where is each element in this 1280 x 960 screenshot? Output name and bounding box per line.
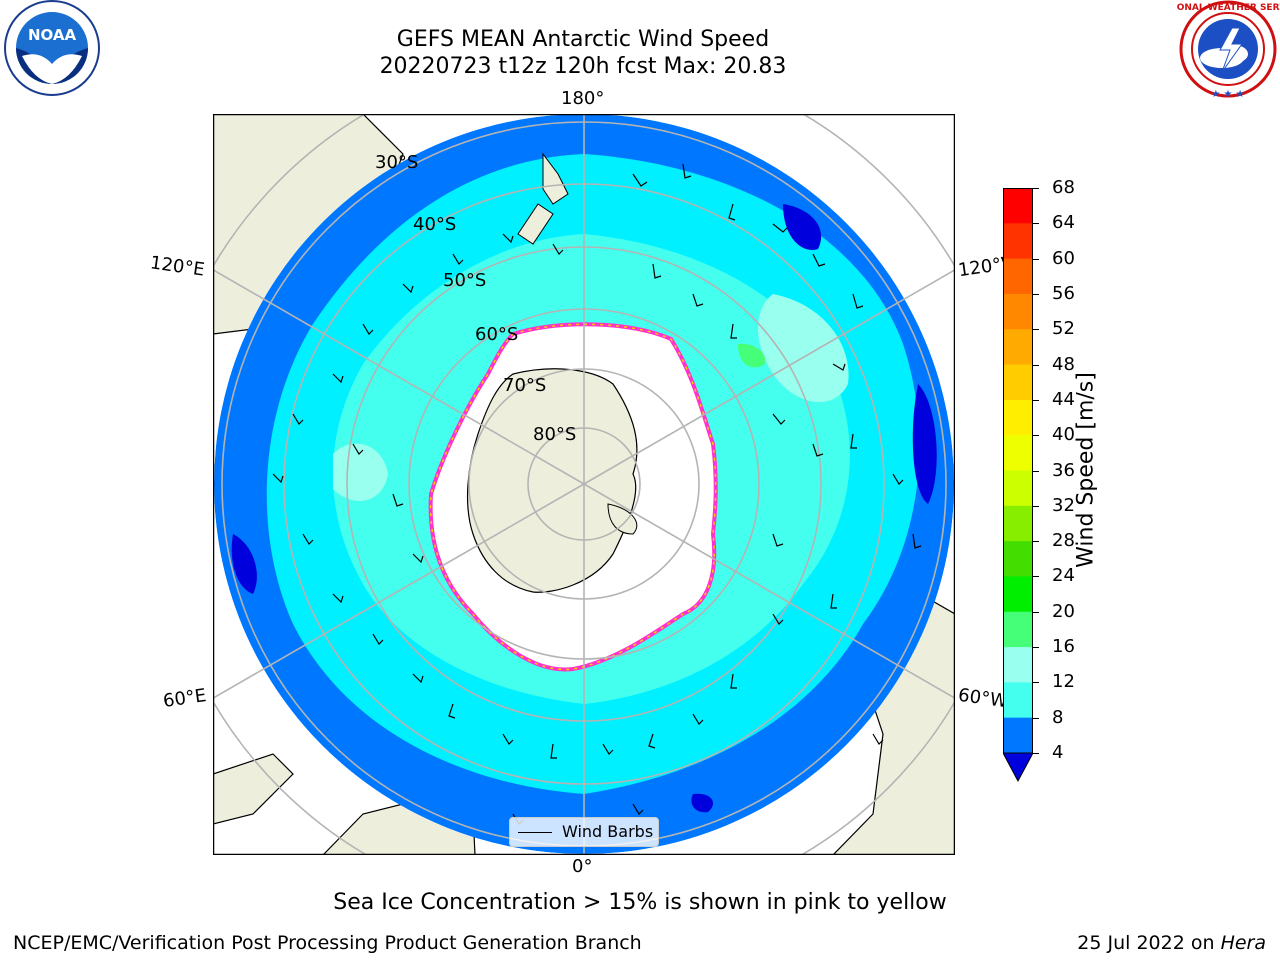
colorbar-band — [1003, 541, 1033, 577]
colorbar-band — [1003, 576, 1033, 613]
map-frame: 30°S 40°S 50°S 60°S 70°S 80°S Wind Barbs — [213, 114, 955, 855]
graticule — [213, 114, 955, 855]
colorbar-tick-mark — [1033, 329, 1039, 331]
noaa-logo-text: NOAA — [28, 26, 77, 44]
colorbar-tick-label: 16 — [1052, 636, 1075, 658]
wind-barbs — [272, 163, 922, 825]
colorbar — [1003, 188, 1033, 783]
colorbar-tick-mark — [1033, 682, 1039, 684]
colorbar-tick-mark — [1033, 611, 1039, 613]
colorbar-tick-mark — [1033, 293, 1039, 295]
lat-label-30: 30°S — [375, 152, 418, 173]
colorbar-band — [1003, 329, 1033, 366]
colorbar-extend-triangle — [1003, 752, 1033, 783]
colorbar-tick-label: 56 — [1052, 282, 1075, 304]
colorbar-band — [1003, 470, 1033, 507]
colorbar-tick-label: 52 — [1052, 318, 1075, 340]
colorbar-tick-mark — [1033, 753, 1039, 754]
colorbar-tick-mark — [1033, 364, 1039, 366]
colorbar-band — [1003, 223, 1033, 260]
colorbar-tick-mark — [1033, 258, 1039, 260]
colorbar-tick-label: 28 — [1052, 530, 1075, 552]
colorbar-tick-label: 36 — [1052, 459, 1075, 481]
lat-label-50: 50°S — [443, 270, 486, 291]
map-subtitle: 20220723 t12z 120h fcst Max: 20.83 — [379, 54, 787, 79]
colorbar-tick-label: 4 — [1052, 742, 1064, 763]
lon-label-180: 180° — [561, 88, 605, 109]
colorbar-tick-label: 8 — [1052, 706, 1064, 728]
colorbar-band — [1003, 399, 1033, 436]
lon-label-60w: 60°W — [956, 684, 1009, 713]
colorbar-band — [1003, 258, 1033, 295]
map-title: GEFS MEAN Antarctic Wind Speed — [396, 27, 770, 52]
colorbar-tick-label: 32 — [1052, 494, 1075, 516]
svg-text:NATIONAL WEATHER SERVICE: NATIONAL WEATHER SERVICE — [1176, 3, 1280, 13]
colorbar-tick-mark — [1033, 399, 1039, 401]
colorbar-tick-label: 40 — [1052, 424, 1075, 446]
colorbar-band — [1003, 435, 1033, 471]
colorbar-tick-mark — [1033, 435, 1039, 437]
colorbar-tick-label: 60 — [1052, 247, 1075, 269]
colorbar-tick-mark — [1033, 541, 1039, 543]
nws-logo: NATIONAL WEATHER SERVICE ★ ★ ★ — [1153, 0, 1280, 100]
legend-line-swatch — [518, 832, 552, 833]
footer-date: 25 Jul 2022 on Hera — [1077, 932, 1266, 954]
lon-label-0: 0° — [572, 856, 593, 877]
lon-label-60e: 60°E — [161, 685, 208, 712]
colorbar-band — [1003, 717, 1033, 753]
wind-barbs-legend: Wind Barbs — [509, 817, 659, 847]
colorbar-tick-mark — [1033, 505, 1039, 507]
colorbar-tick-mark — [1033, 223, 1039, 225]
colorbar-band — [1003, 682, 1033, 719]
colorbar-label: Wind Speed [m/s] — [1073, 372, 1099, 568]
colorbar-tick-mark — [1033, 188, 1039, 189]
wind-max-region — [738, 343, 766, 368]
colorbar-band — [1003, 188, 1033, 224]
colorbar-tick-mark — [1033, 717, 1039, 719]
footer-host: Hera — [1220, 932, 1266, 954]
colorbar-tick-label: 64 — [1052, 212, 1075, 234]
colorbar-band — [1003, 505, 1033, 542]
colorbar-band — [1003, 364, 1033, 401]
colorbar-tick-label: 12 — [1052, 671, 1075, 693]
noaa-logo: NOAA — [2, 0, 102, 100]
footer-date-text: 25 Jul 2022 on — [1077, 932, 1221, 954]
lat-label-60: 60°S — [475, 324, 518, 345]
legend-label: Wind Barbs — [562, 822, 654, 841]
lat-label-40: 40°S — [413, 214, 456, 235]
colorbar-band — [1003, 647, 1033, 683]
colorbar-tick-label: 44 — [1052, 388, 1075, 410]
sea-ice-note: Sea Ice Concentration > 15% is shown in … — [333, 890, 947, 915]
lat-label-80: 80°S — [533, 424, 576, 445]
colorbar-band — [1003, 293, 1033, 330]
footer-credit: NCEP/EMC/Verification Post Processing Pr… — [13, 932, 642, 954]
colorbar-tick-mark — [1033, 470, 1039, 472]
colorbar-tick-label: 24 — [1052, 565, 1075, 587]
latitude-labels: 30°S 40°S 50°S 60°S 70°S 80°S — [375, 152, 576, 445]
svg-text:★ ★ ★: ★ ★ ★ — [1211, 89, 1244, 100]
colorbar-tick-mark — [1033, 576, 1039, 578]
lon-label-120e: 120°E — [148, 252, 206, 281]
colorbar-tick-label: 20 — [1052, 600, 1075, 622]
colorbar-band — [1003, 611, 1033, 648]
colorbar-tick-mark — [1033, 647, 1039, 649]
colorbar-tick-label: 68 — [1052, 177, 1075, 198]
lat-label-70: 70°S — [503, 375, 546, 396]
colorbar-tick-label: 48 — [1052, 353, 1075, 375]
